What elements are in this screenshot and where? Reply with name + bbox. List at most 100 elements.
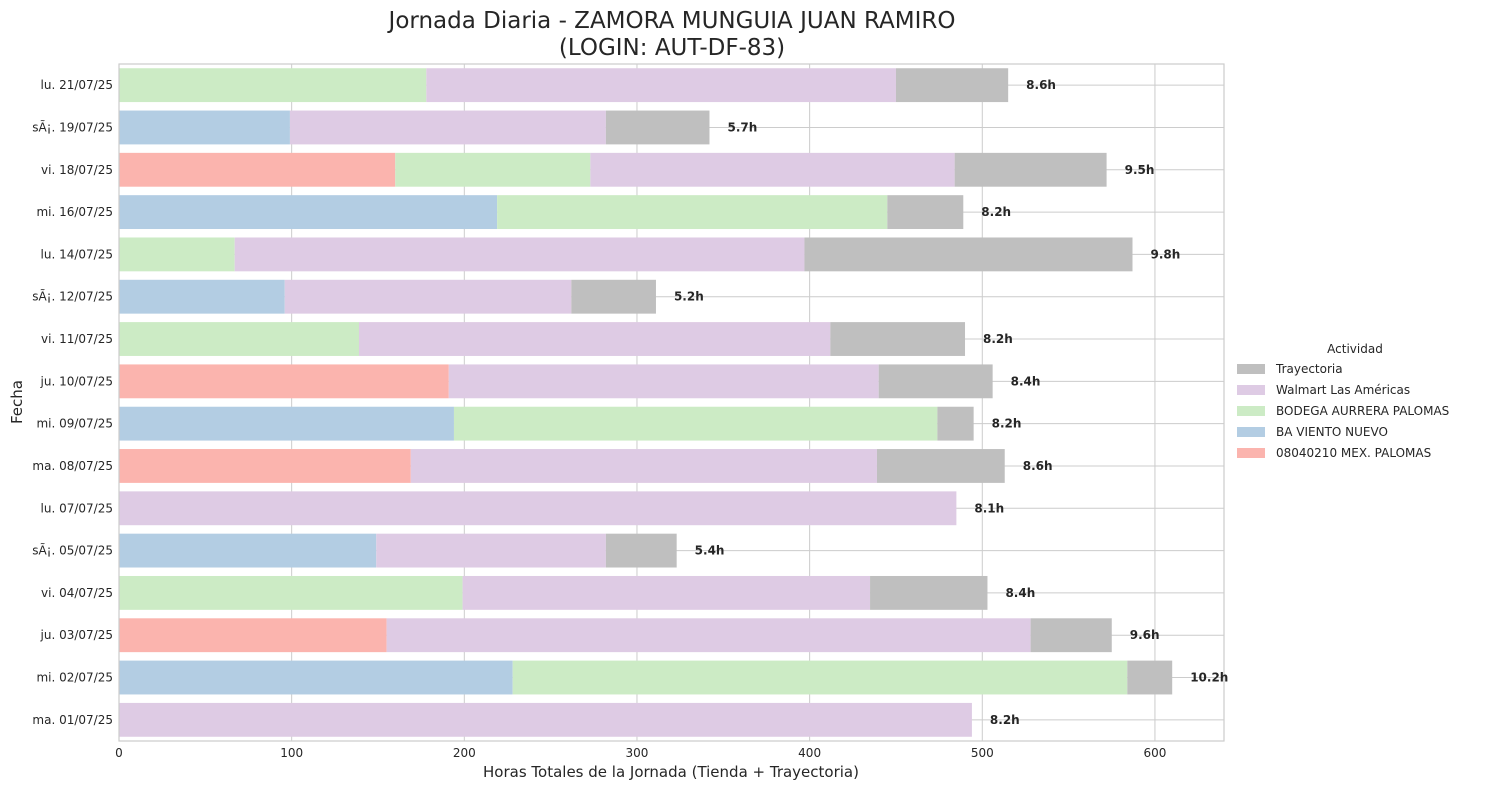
total-label: 8.2h: [992, 417, 1022, 431]
total-label: 9.6h: [1130, 628, 1160, 642]
bar-segment: [895, 68, 1009, 103]
bar-segment: [358, 322, 831, 356]
x-tick-label: 300: [626, 746, 649, 760]
total-label: 8.4h: [1005, 586, 1035, 600]
x-tick-label: 400: [798, 746, 821, 760]
x-axis-label: Horas Totales de la Jornada (Tienda + Tr…: [483, 763, 859, 781]
bar-segment: [954, 152, 1107, 187]
y-tick-label: mi. 16/07/25: [36, 205, 113, 219]
y-tick-label: ma. 08/07/25: [32, 459, 113, 473]
y-axis-label: Fecha: [8, 380, 26, 424]
bar-segment: [376, 533, 606, 568]
bar-segment: [119, 364, 449, 399]
bar-segment: [386, 618, 1031, 653]
y-tick-label: sÃ¡. 19/07/25: [32, 119, 113, 134]
chart-title-line1: Jornada Diaria - ZAMORA MUNGUIA JUAN RAM…: [387, 8, 956, 34]
total-label: 8.6h: [1026, 78, 1056, 92]
legend-title: Actividad: [1327, 342, 1383, 356]
data-labels: 8.6h 5.7h 9.5h 8.2h 9.8h 5.2h 8.2h 8.4h 8.2h 8.6h…: [674, 78, 1228, 727]
bar-segment: [119, 533, 377, 568]
bar-segment: [512, 660, 1128, 695]
y-tick-label: sÃ¡. 12/07/25: [32, 289, 113, 304]
total-label: 5.2h: [674, 290, 704, 304]
bar-segment: [119, 279, 285, 314]
bar-segment: [870, 575, 988, 610]
y-tick-labels: lu. 21/07/25 sÃ¡. 19/07/25 vi. 18/07/25 mi.…: [32, 78, 113, 727]
bar-segment: [453, 406, 938, 441]
legend-swatch: [1237, 364, 1265, 374]
chart-title-line2: (LOGIN: AUT-DF-83): [559, 35, 785, 61]
bar-segment: [119, 322, 359, 356]
bar-segment: [119, 491, 957, 526]
x-tick-label: 100: [280, 746, 303, 760]
bar-segment: [410, 449, 877, 483]
total-label: 8.2h: [981, 205, 1011, 219]
y-tick-label: vi. 11/07/25: [41, 332, 113, 346]
bar-segment: [119, 618, 387, 653]
legend-entry: Walmart Las Américas: [1276, 383, 1410, 397]
bar-segment: [876, 449, 1005, 483]
y-tick-label: mi. 02/07/25: [36, 671, 113, 685]
bars: [119, 68, 1173, 737]
bar-segment: [119, 68, 427, 103]
x-tick-label: 600: [1143, 746, 1166, 760]
bar-segment: [887, 195, 964, 230]
y-tick-label: lu. 07/07/25: [41, 501, 113, 515]
x-tick-labels: 0 100 200 300 400 500 600: [115, 746, 1166, 760]
bar-segment: [605, 110, 710, 145]
bar-segment: [119, 660, 513, 695]
total-label: 8.6h: [1023, 459, 1053, 473]
total-label: 9.8h: [1150, 247, 1180, 261]
total-label: 5.7h: [727, 120, 757, 134]
bar-segment: [448, 364, 879, 399]
total-label: 8.2h: [990, 713, 1020, 727]
y-tick-label: lu. 14/07/25: [41, 247, 113, 261]
x-tick-label: 200: [453, 746, 476, 760]
legend-swatch: [1237, 385, 1265, 395]
bar-segment: [395, 152, 591, 187]
legend-swatch: [1237, 406, 1265, 416]
bar-segment: [119, 152, 396, 187]
bar-segment: [119, 449, 411, 483]
plot-frame: [118, 63, 1225, 742]
bar-segment: [571, 279, 656, 314]
y-tick-label: mi. 09/07/25: [36, 417, 113, 431]
x-tick-label: 0: [115, 746, 123, 760]
bar-segment: [804, 237, 1133, 272]
bar-segment: [119, 406, 454, 441]
bar-segment: [234, 237, 805, 272]
y-tick-label: lu. 21/07/25: [41, 78, 113, 92]
bar-segment: [119, 195, 498, 230]
y-tick-label: ju. 03/07/25: [40, 628, 113, 642]
y-tick-label: sÃ¡. 05/07/25: [32, 543, 113, 558]
bar-segment: [590, 152, 955, 187]
x-tick-label: 500: [971, 746, 994, 760]
total-label: 8.2h: [983, 332, 1013, 346]
bar-segment: [937, 406, 974, 441]
y-tick-label: vi. 04/07/25: [41, 586, 113, 600]
y-tick-label: ma. 01/07/25: [32, 713, 113, 727]
legend-entry: BODEGA AURRERA PALOMAS: [1276, 404, 1449, 418]
total-label: 10.2h: [1190, 671, 1228, 685]
bar-segment: [119, 575, 463, 610]
total-label: 9.5h: [1125, 163, 1155, 177]
legend-swatch: [1237, 448, 1265, 458]
bar-segment: [1030, 618, 1112, 653]
bar-segment: [119, 237, 235, 272]
bar-segment: [830, 322, 966, 356]
bar-segment: [497, 195, 888, 230]
bar-segment: [878, 364, 993, 399]
legend-swatch: [1237, 427, 1265, 437]
y-tick-label: vi. 18/07/25: [41, 163, 113, 177]
legend-entry: 08040210 MEX. PALOMAS: [1276, 446, 1431, 460]
legend-entry: BA VIENTO NUEVO: [1276, 425, 1388, 439]
bar-segment: [284, 279, 572, 314]
total-label: 8.4h: [1011, 374, 1041, 388]
bar-segment: [1127, 660, 1173, 695]
bar-segment: [289, 110, 606, 145]
bar-segment: [605, 533, 677, 568]
bar-segment: [426, 68, 896, 103]
legend: Actividad Trayectoria Walmart Las América…: [1237, 342, 1449, 460]
bar-segment: [119, 110, 290, 145]
